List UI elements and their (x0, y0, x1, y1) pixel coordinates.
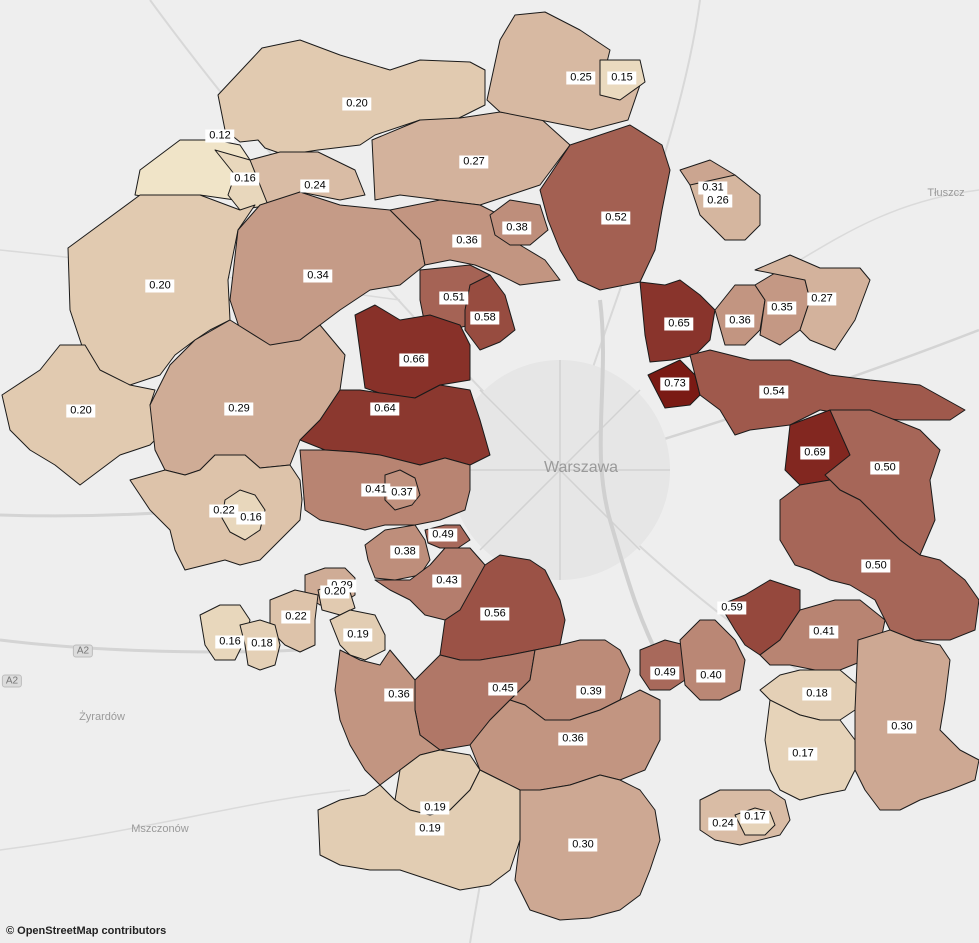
region-value-label: 0.20 (342, 97, 372, 111)
region-value-label: 0.73 (660, 377, 690, 391)
place-label-tluszcz: Tłuszcz (927, 187, 965, 199)
road-shield-a2: A2 (72, 644, 94, 658)
region-value-label: 0.22 (281, 610, 311, 624)
region-value-label: 0.40 (696, 669, 726, 683)
region-value-label: 0.19 (415, 822, 445, 836)
place-label-warszawa: Warszawa (543, 459, 619, 476)
region-value-label: 0.36 (452, 234, 482, 248)
region-value-label: 0.27 (459, 155, 489, 169)
region-value-label: 0.50 (870, 461, 900, 475)
region-value-label: 0.36 (558, 732, 588, 746)
region-value-label: 0.64 (370, 402, 400, 416)
map-attribution[interactable]: © OpenStreetMap contributors (6, 925, 167, 937)
region-value-label: 0.38 (502, 221, 532, 235)
region-value-label: 0.18 (247, 637, 277, 651)
region-value-label: 0.36 (725, 314, 755, 328)
place-label-zyrardow: Żyrardów (79, 711, 125, 723)
region-value-label: 0.26 (703, 194, 733, 208)
region-value-label: 0.24 (300, 179, 330, 193)
region-value-label: 0.18 (802, 687, 832, 701)
region-value-label: 0.12 (205, 129, 235, 143)
region-value-label: 0.17 (788, 747, 818, 761)
region-value-label: 0.30 (887, 720, 917, 734)
region-value-label: 0.41 (809, 625, 839, 639)
region-52[interactable] (854, 629, 979, 811)
region-value-label: 0.39 (576, 685, 606, 699)
region-value-label: 0.34 (303, 269, 333, 283)
region-value-label: 0.19 (343, 628, 373, 642)
region-value-label: 0.58 (470, 311, 500, 325)
region-value-label: 0.22 (209, 504, 239, 518)
region-value-label: 0.31 (698, 181, 728, 195)
region-value-label: 0.43 (432, 574, 462, 588)
region-value-label: 0.20 (320, 585, 350, 599)
region-value-label: 0.49 (428, 528, 458, 542)
region-value-label: 0.15 (607, 71, 637, 85)
region-value-label: 0.59 (717, 601, 747, 615)
region-value-label: 0.30 (568, 838, 598, 852)
road-shield-a2: A2 (1, 674, 23, 688)
region-value-label: 0.38 (390, 545, 420, 559)
region-value-label: 0.41 (361, 483, 391, 497)
region-value-label: 0.69 (800, 446, 830, 460)
region-value-label: 0.35 (767, 301, 797, 315)
region-value-label: 0.17 (740, 810, 770, 824)
region-value-label: 0.24 (708, 817, 738, 831)
region-value-label: 0.65 (664, 317, 694, 331)
region-value-label: 0.66 (399, 353, 429, 367)
region-value-label: 0.16 (230, 172, 260, 186)
region-value-label: 0.45 (488, 682, 518, 696)
region-value-label: 0.25 (566, 71, 596, 85)
region-value-label: 0.37 (387, 486, 417, 500)
region-value-label: 0.29 (224, 402, 254, 416)
region-value-label: 0.50 (861, 559, 891, 573)
region-value-label: 0.16 (215, 635, 245, 649)
region-value-label: 0.54 (759, 385, 789, 399)
region-46[interactable] (679, 619, 746, 701)
region-value-label: 0.20 (66, 404, 96, 418)
region-value-label: 0.16 (236, 511, 266, 525)
region-value-label: 0.51 (439, 291, 469, 305)
region-value-label: 0.52 (601, 211, 631, 225)
place-label-mszczonow: Mszczonów (131, 823, 189, 835)
region-value-label: 0.27 (807, 292, 837, 306)
region-value-label: 0.19 (420, 801, 450, 815)
region-value-label: 0.49 (650, 666, 680, 680)
region-25[interactable] (689, 349, 966, 436)
region-value-label: 0.36 (384, 688, 414, 702)
region-value-label: 0.56 (480, 607, 510, 621)
region-value-label: 0.20 (145, 279, 175, 293)
